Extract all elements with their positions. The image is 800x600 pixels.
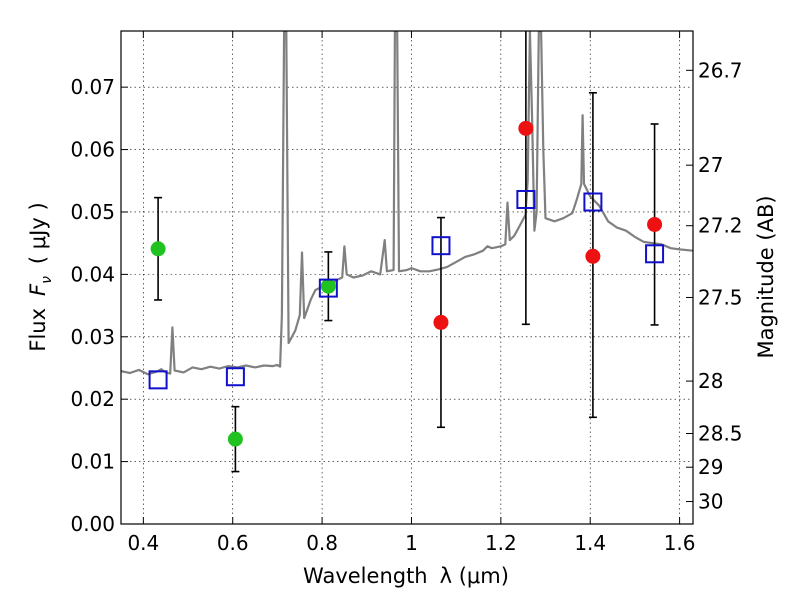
detections-point bbox=[227, 431, 243, 447]
y2-tick-label: 26.7 bbox=[698, 58, 743, 82]
x-tick-label: 1.2 bbox=[485, 531, 517, 555]
y-tick-label: 0.04 bbox=[70, 262, 115, 286]
y-tick-label: 0.00 bbox=[70, 512, 115, 536]
x-tick-label: 1 bbox=[405, 531, 418, 555]
model-square bbox=[225, 367, 245, 387]
y2-tick-label: 28.5 bbox=[698, 422, 743, 446]
detections-point bbox=[320, 278, 336, 294]
y2-tick-label: 27.5 bbox=[698, 285, 743, 309]
y-tick-label: 0.07 bbox=[70, 75, 115, 99]
y2-tick-label: 28 bbox=[698, 369, 723, 393]
upper-point bbox=[647, 216, 663, 232]
model-square bbox=[431, 236, 451, 256]
spectrum-layer bbox=[121, 31, 693, 376]
model-square bbox=[318, 278, 338, 298]
y-tick-label: 0.03 bbox=[70, 325, 115, 349]
plot-background bbox=[121, 31, 693, 524]
x-tick-label: 0.6 bbox=[217, 531, 249, 555]
model-square bbox=[516, 189, 536, 209]
x-tick-label: 0.8 bbox=[306, 531, 338, 555]
upper-point bbox=[585, 248, 601, 264]
y-axis-label-text: Flux bbox=[26, 308, 50, 352]
detections-point bbox=[150, 241, 166, 257]
x-tick-label: 1.6 bbox=[664, 531, 696, 555]
upper-point bbox=[518, 120, 534, 136]
x-axis-label-symbol: λ (μm) bbox=[440, 564, 509, 588]
spectrum-line bbox=[121, 31, 693, 376]
x-axis-label: Wavelength λ (μm) bbox=[303, 564, 509, 588]
model-square bbox=[148, 370, 168, 390]
x-tick-label: 0.4 bbox=[127, 531, 159, 555]
y-tick-label: 0.02 bbox=[70, 387, 115, 411]
y-axis-label-symbol: F bbox=[26, 283, 50, 296]
model-square bbox=[645, 244, 665, 264]
x-axis-label-text: Wavelength bbox=[303, 564, 428, 588]
y2-tick-label: 27.2 bbox=[698, 214, 743, 238]
y2-axis-label: Magnitude (AB) bbox=[754, 195, 778, 358]
y-axis-label-unit: ( μJy ) bbox=[26, 202, 50, 264]
y-axis-label: Flux Fν ( μJy ) bbox=[26, 202, 55, 351]
tick-layer: 0.4 0.6 0.8 1 1.2 1.4 1.6 0.00 0.01 0.02 0.03 0.04 0… bbox=[70, 31, 743, 555]
y-axis-label-subscript: ν bbox=[39, 276, 55, 284]
y2-tick-label: 30 bbox=[698, 490, 723, 514]
upper-point bbox=[433, 314, 449, 330]
y-tick-label: 0.05 bbox=[70, 200, 115, 224]
y-tick-label: 0.06 bbox=[70, 138, 115, 162]
y2-tick-label: 27 bbox=[698, 153, 723, 177]
model-square bbox=[583, 192, 603, 212]
plot-frame bbox=[120, 30, 694, 525]
x-tick-label: 1.4 bbox=[574, 531, 606, 555]
marker-layer bbox=[148, 120, 665, 447]
y-tick-label: 0.01 bbox=[70, 450, 115, 474]
y2-tick-label: 29 bbox=[698, 455, 723, 479]
